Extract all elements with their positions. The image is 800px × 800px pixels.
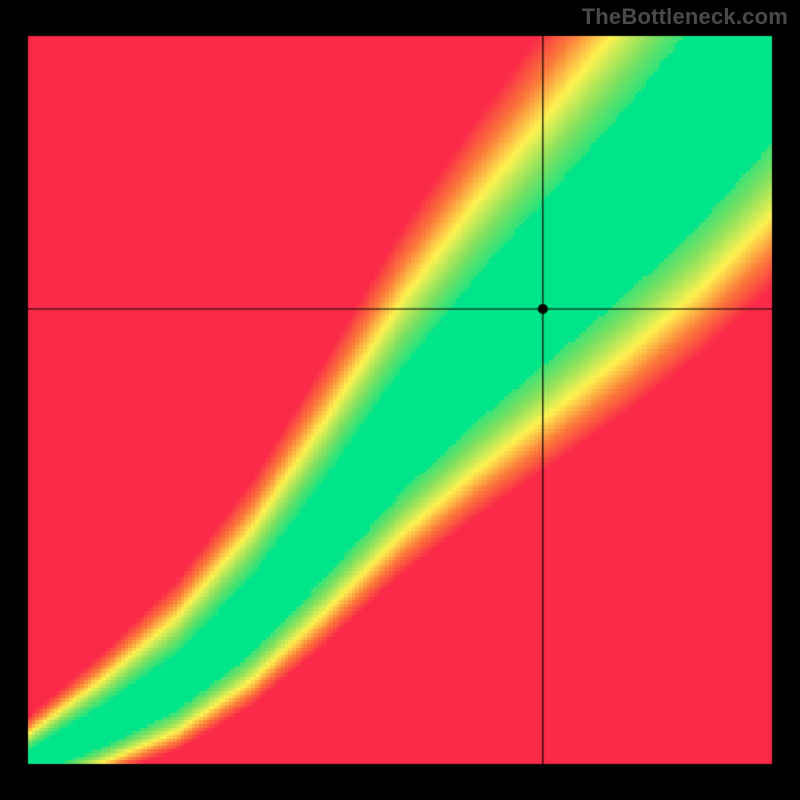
watermark-text: TheBottleneck.com	[582, 4, 788, 30]
chart-container: TheBottleneck.com	[0, 0, 800, 800]
bottleneck-heatmap	[0, 0, 800, 800]
